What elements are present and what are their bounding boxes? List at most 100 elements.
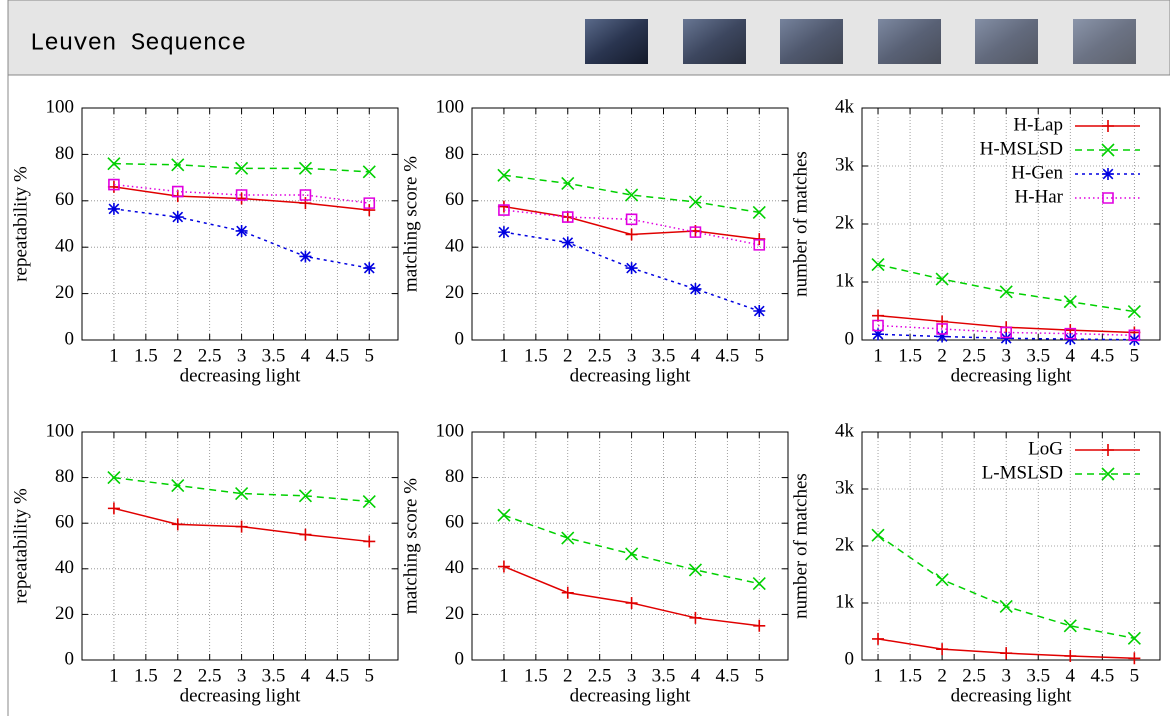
legend-label: H-Gen [1011, 162, 1063, 183]
thumbnail [780, 19, 843, 64]
marker [752, 205, 766, 219]
marker [753, 305, 766, 317]
y-tick-label: 80 [55, 466, 74, 487]
x-tick-label: 1.5 [898, 665, 922, 686]
y-tick-label: 20 [55, 282, 74, 303]
marker [497, 560, 510, 573]
x-tick-label: 2.5 [962, 345, 986, 366]
series-line [877, 263, 1135, 313]
series-line [113, 208, 370, 269]
x-tick-label: 1.5 [134, 665, 158, 686]
marker [497, 508, 511, 522]
marker [107, 180, 120, 193]
marker [362, 494, 376, 509]
x-tick-label: 2 [173, 345, 183, 366]
marker [1064, 650, 1077, 663]
y-tick-label: 100 [46, 96, 75, 117]
marker [999, 599, 1013, 613]
marker [498, 204, 510, 216]
y-tick-label: 60 [445, 189, 464, 210]
y-tick-label: 0 [845, 328, 855, 349]
x-tick-label: 2 [937, 665, 947, 686]
y-tick-label: 40 [445, 236, 464, 257]
series-line [113, 476, 370, 503]
marker [936, 323, 948, 335]
marker [362, 165, 376, 179]
x-tick-label: 3.5 [262, 665, 286, 686]
x-tick-label: 2.5 [198, 345, 222, 366]
legend-label: H-MSLSD [980, 138, 1063, 159]
y-tick-label: 4k [835, 420, 855, 441]
marker [625, 213, 638, 226]
marker [235, 192, 248, 205]
x-tick-label: 4 [691, 665, 701, 686]
marker [363, 535, 376, 548]
y-tick-label: 40 [55, 557, 74, 578]
x-tick-label: 2 [173, 665, 183, 686]
y-tick-label: 100 [436, 96, 465, 117]
legend-label: H-Har [1014, 186, 1063, 207]
marker [171, 479, 185, 493]
marker [107, 202, 120, 215]
y-axis-label: repeatability % [10, 166, 31, 282]
x-tick-label: 4 [691, 345, 701, 366]
marker [1101, 143, 1115, 157]
marker [1064, 327, 1077, 340]
marker [1063, 295, 1077, 309]
y-tick-label: 1k [835, 270, 855, 291]
marker [171, 158, 185, 172]
x-tick-label: 3 [1001, 345, 1011, 366]
marker [625, 188, 639, 202]
marker [561, 236, 574, 249]
marker [107, 502, 120, 515]
x-axis-label: decreasing light [951, 365, 1073, 386]
x-tick-label: 3 [237, 665, 247, 686]
x-tick-label: 5 [365, 345, 375, 366]
marker [1102, 192, 1114, 204]
plot-frame [81, 431, 399, 661]
marker [688, 195, 702, 209]
marker [1000, 326, 1012, 339]
marker [171, 518, 184, 531]
series-line [503, 174, 760, 214]
marker [1063, 619, 1077, 633]
x-tick-label: 1 [873, 345, 883, 366]
plot-frame [471, 431, 789, 661]
x-tick-label: 2.5 [588, 345, 612, 366]
x-tick-label: 2.5 [588, 665, 612, 686]
marker [1102, 120, 1114, 132]
marker [625, 597, 638, 609]
x-tick-label: 3.5 [1026, 665, 1050, 686]
plot-frame [861, 431, 1161, 661]
marker [497, 168, 511, 182]
x-tick-label: 2 [563, 345, 573, 366]
marker [299, 250, 312, 263]
y-tick-label: 0 [455, 648, 465, 669]
thumbnail [585, 19, 648, 64]
marker [936, 315, 949, 328]
x-tick-label: 4 [1066, 665, 1076, 686]
marker [935, 272, 949, 286]
marker [689, 611, 702, 624]
x-axis-label: decreasing light [951, 685, 1073, 706]
marker [363, 197, 376, 209]
marker [171, 185, 184, 198]
marker [872, 328, 885, 341]
y-tick-label: 40 [55, 236, 74, 257]
y-tick-label: 80 [445, 466, 464, 487]
marker [235, 520, 248, 533]
x-axis-label: decreasing light [570, 365, 692, 386]
x-tick-label: 4 [1066, 345, 1076, 366]
y-tick-label: 20 [445, 603, 464, 624]
y-tick-label: 2k [835, 212, 855, 233]
y-tick-label: 40 [445, 557, 464, 578]
y-tick-label: 60 [55, 512, 74, 533]
marker [299, 528, 312, 541]
y-tick-label: 3k [835, 154, 855, 175]
series-line [113, 162, 370, 173]
marker [1127, 631, 1141, 645]
thumbnail [683, 19, 746, 64]
x-tick-label: 4 [301, 665, 311, 686]
marker [625, 262, 638, 275]
